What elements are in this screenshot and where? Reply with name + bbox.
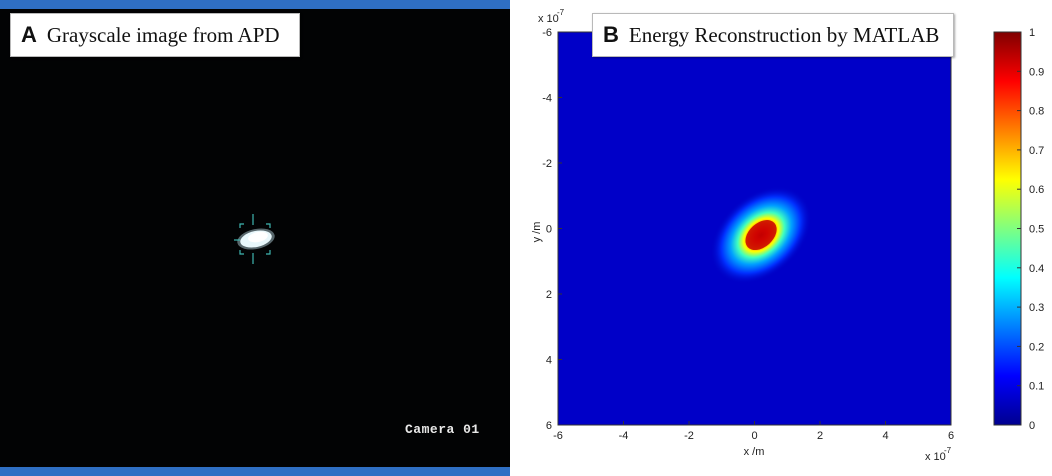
y-tick-label: 0	[546, 224, 552, 236]
x-tick-label: 2	[817, 430, 823, 442]
panel-b-label: B Energy Reconstruction by MATLAB	[592, 13, 954, 57]
x-tick-label: 4	[882, 430, 888, 442]
colorbar-tick-label: 0.2	[1029, 341, 1044, 353]
colorbar-tick-label: 0.4	[1029, 263, 1044, 275]
x-tick-label: -2	[684, 430, 694, 442]
x-axis-ticks: -6 -4 -2 0 2 4 6	[553, 421, 954, 442]
y-tick-label: -2	[542, 158, 552, 170]
camera-label: Camera 01	[405, 422, 480, 437]
panel-b-letter: B	[603, 22, 619, 47]
energy-reconstruction-panel: -6 -4 -2 0 2 4 6 -6 -4 -2 0 2 4 6 x /m y /m x 10 -7 …	[520, 0, 1052, 476]
colorbar-tick-label: 0.7	[1029, 145, 1044, 157]
panel-a-letter: A	[21, 22, 37, 47]
x-tick-label: -4	[619, 430, 629, 442]
y-tick-label: 6	[546, 420, 552, 432]
y-tick-label: 2	[546, 289, 552, 301]
x-exponent-power: -7	[944, 446, 952, 455]
y-axis-ticks: -6 -4 -2 0 2 4 6	[542, 27, 562, 432]
laser-spot-image	[234, 214, 275, 264]
y-exponent-power: -7	[557, 8, 565, 17]
x-axis-label: x /m	[744, 446, 765, 458]
colorbar-tick-label: 0	[1029, 420, 1035, 432]
frame-bottom-bar	[0, 467, 510, 476]
colorbar-tick-label: 0.5	[1029, 224, 1044, 236]
panel-a-title: Grayscale image from APD	[46, 22, 280, 47]
y-exponent-base: x 10	[538, 13, 559, 25]
y-tick-label: -4	[542, 93, 552, 105]
y-tick-label: -6	[542, 27, 552, 39]
frame-top-bar	[0, 0, 510, 9]
colorbar-tick-label: 0.8	[1029, 106, 1044, 118]
crosshair-icon	[234, 214, 271, 264]
panel-b-title: Energy Reconstruction by MATLAB	[628, 22, 940, 47]
x-tick-label: 0	[751, 430, 757, 442]
colorbar-tick-label: 0.6	[1029, 184, 1044, 196]
colorbar-ticks: 0 0.1 0.2 0.3 0.4 0.5 0.6 0.7 0.8 0.9 1	[1017, 27, 1044, 432]
y-tick-label: 4	[546, 355, 552, 367]
x-exponent-base: x 10	[925, 451, 946, 463]
x-tick-label: 6	[948, 430, 954, 442]
colorbar-tick-label: 0.3	[1029, 302, 1044, 314]
y-axis-label: y /m	[531, 222, 543, 243]
colorbar-tick-label: 0.1	[1029, 381, 1044, 393]
colorbar-tick-label: 1	[1029, 27, 1035, 39]
energy-peak	[745, 220, 777, 251]
x-tick-label: -6	[553, 430, 563, 442]
panel-a-label: A Grayscale image from APD	[10, 13, 300, 57]
colorbar	[993, 31, 1022, 426]
colorbar-tick-label: 0.9	[1029, 66, 1044, 78]
apd-image-panel: Camera 01 A Grayscale image from APD	[0, 0, 510, 476]
